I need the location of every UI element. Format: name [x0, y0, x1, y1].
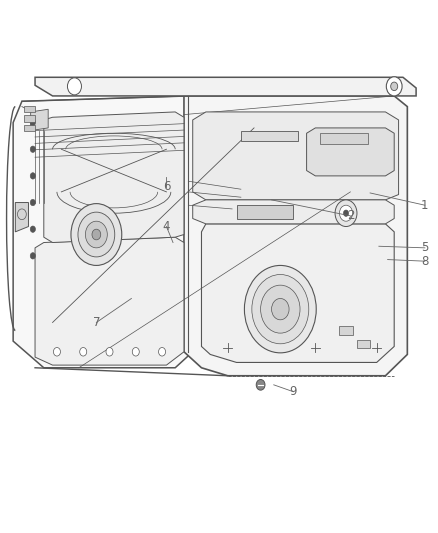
Polygon shape — [320, 133, 368, 144]
Bar — [339, 326, 353, 335]
Polygon shape — [44, 112, 184, 243]
Circle shape — [244, 265, 316, 353]
Polygon shape — [15, 203, 28, 232]
Bar — [24, 115, 35, 122]
Circle shape — [85, 221, 107, 248]
Polygon shape — [237, 205, 293, 219]
Polygon shape — [184, 96, 407, 376]
Circle shape — [256, 379, 265, 390]
Text: 8: 8 — [421, 255, 428, 268]
Circle shape — [335, 200, 357, 227]
Circle shape — [30, 146, 35, 152]
Circle shape — [30, 199, 35, 206]
Polygon shape — [13, 96, 193, 368]
Bar — [357, 340, 370, 348]
Polygon shape — [241, 131, 298, 141]
Polygon shape — [31, 109, 48, 131]
Polygon shape — [307, 128, 394, 176]
Bar — [24, 106, 35, 112]
Polygon shape — [201, 224, 394, 362]
Circle shape — [252, 274, 309, 344]
Text: 9: 9 — [290, 385, 297, 398]
Circle shape — [343, 210, 349, 216]
Circle shape — [339, 205, 353, 221]
Circle shape — [391, 82, 398, 91]
Circle shape — [67, 78, 81, 95]
Circle shape — [106, 348, 113, 356]
Text: 1: 1 — [421, 199, 429, 212]
Circle shape — [30, 253, 35, 259]
Polygon shape — [193, 200, 394, 224]
Text: 5: 5 — [421, 241, 428, 254]
Circle shape — [71, 204, 122, 265]
Bar — [24, 125, 35, 131]
Circle shape — [159, 348, 166, 356]
Circle shape — [386, 77, 402, 96]
Polygon shape — [35, 237, 184, 365]
Circle shape — [53, 348, 60, 356]
Text: 7: 7 — [92, 316, 100, 329]
Polygon shape — [193, 112, 399, 200]
Circle shape — [272, 298, 289, 320]
Circle shape — [30, 173, 35, 179]
Circle shape — [30, 119, 35, 126]
Text: 4: 4 — [162, 220, 170, 233]
Circle shape — [78, 212, 115, 257]
Circle shape — [92, 229, 101, 240]
Circle shape — [30, 226, 35, 232]
Circle shape — [80, 348, 87, 356]
Polygon shape — [35, 77, 416, 96]
Circle shape — [132, 348, 139, 356]
Text: 6: 6 — [162, 180, 170, 193]
Text: 2: 2 — [346, 209, 354, 222]
Circle shape — [261, 285, 300, 333]
